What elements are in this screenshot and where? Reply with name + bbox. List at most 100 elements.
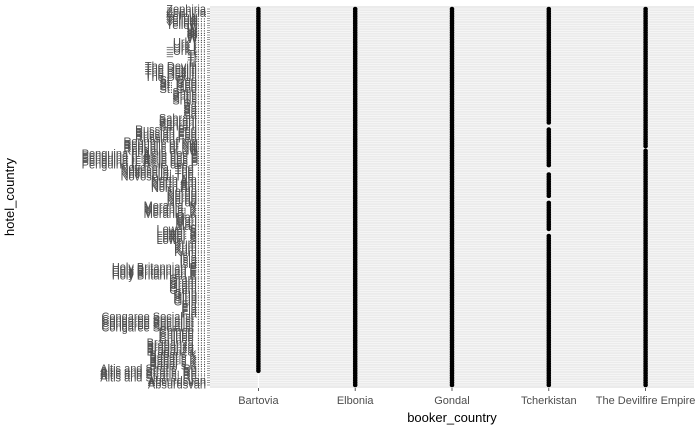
y-tick-label: Tr... bbox=[187, 48, 206, 60]
y-tick-label: Absurdsvan bbox=[148, 380, 206, 392]
y-tick-label: Mari... bbox=[175, 212, 206, 224]
y-tick-label: Gram... bbox=[169, 280, 206, 292]
y-tick-label: Fla... bbox=[182, 306, 206, 318]
y-tick-label: Novosella, The ... bbox=[121, 167, 206, 179]
y-tick-label: Fla... bbox=[182, 301, 206, 313]
y-tick-label: W... bbox=[187, 34, 206, 46]
x-axis-ticks bbox=[257, 388, 646, 391]
y-tick-label: Penguina (L'Ã©le des P... bbox=[82, 156, 206, 169]
y-tick-label: _Urk (... bbox=[166, 46, 206, 58]
y-tick-label: Penguina (L'Ã©le des P... bbox=[82, 159, 206, 172]
y-tick-label: Gram... bbox=[169, 285, 206, 297]
y-tick-label: Congaree Socialist ... bbox=[101, 318, 206, 330]
y-tick-label: Congaree Socialist ... bbox=[101, 320, 206, 332]
y-tick-label: Mari... bbox=[175, 221, 206, 233]
y-tick-label: Kum... bbox=[174, 242, 206, 254]
y-tick-label: Nerdo... bbox=[167, 190, 206, 202]
y-tick-label: Sa... bbox=[183, 108, 206, 120]
data-point bbox=[546, 162, 552, 168]
y-tick-label: Braganza ... bbox=[147, 339, 206, 351]
y-tick-label: Isla... bbox=[180, 252, 206, 264]
y-tick-label: Altis and Stratis, Re... bbox=[100, 372, 206, 384]
y-tick-label: Congaree Socialist ... bbox=[101, 323, 206, 335]
data-points bbox=[256, 6, 648, 388]
y-tick-label: St. Geo... bbox=[160, 84, 206, 96]
y-tick-label: Sa... bbox=[183, 100, 206, 112]
y-tick-label: Holy Britannian E... bbox=[112, 264, 206, 276]
y-tick-label: Fla... bbox=[182, 304, 206, 316]
y-tick-label: Russian Fed... bbox=[135, 129, 206, 141]
y-tick-label: Novosella, The ... bbox=[121, 169, 206, 181]
y-tick-label: Merania, K... bbox=[144, 202, 206, 214]
y-tick-label: Glub... bbox=[174, 297, 206, 309]
y-tick-label: Sahrani... bbox=[159, 122, 206, 134]
y-tick-label: Merania, K... bbox=[144, 200, 206, 212]
y-tick-label: Chinee ... bbox=[159, 330, 206, 342]
y-tick-label: Lower S... bbox=[156, 226, 206, 238]
y-tick-label: Nerdo... bbox=[167, 193, 206, 205]
y-tick-label: Babar's K... bbox=[149, 353, 206, 365]
y-tick-label: Zephiria bbox=[166, 6, 207, 18]
x-tick-label: The Devilfire Empire bbox=[596, 395, 696, 407]
y-tick-label: _Urk (... bbox=[166, 39, 206, 51]
y-tick-label: Penguina (L'Ã©le des P... bbox=[82, 147, 206, 160]
y-tick-label: Penguina (L'Ã©le des P... bbox=[82, 149, 206, 162]
y-tick-label: St. Geo... bbox=[160, 79, 206, 91]
y-tick-label: Shtis... bbox=[172, 93, 206, 105]
y-tick-label: Russian Fed... bbox=[135, 131, 206, 143]
y-tick-label: Chinee ... bbox=[159, 327, 206, 339]
data-point bbox=[643, 382, 648, 388]
x-tick-label: Elbonia bbox=[337, 395, 375, 407]
y-tick-label: Lower S... bbox=[156, 223, 206, 235]
y-tick-label: Braganza ... bbox=[147, 346, 206, 358]
data-point bbox=[256, 368, 261, 374]
data-point bbox=[546, 120, 552, 125]
y-tick-label: Sa... bbox=[183, 110, 206, 122]
y-tick-label: Mari... bbox=[175, 216, 206, 228]
y-tick-label: Shtis... bbox=[172, 86, 206, 98]
y-tick-label: Sa... bbox=[183, 98, 206, 110]
y-tick-label: Chinee ... bbox=[159, 325, 206, 337]
y-tick-label: Nerdo... bbox=[167, 195, 206, 207]
x-tick-label: Gondal bbox=[434, 395, 469, 407]
y-tick-label: Absurdsvan bbox=[148, 377, 206, 389]
y-tick-label: Lower S... bbox=[156, 231, 206, 243]
y-tick-label: Merania, K... bbox=[144, 207, 206, 219]
y-tick-label: Sahrani... bbox=[159, 112, 206, 124]
y-tick-label: Chinee ... bbox=[159, 335, 206, 347]
data-point bbox=[449, 382, 455, 388]
y-tick-label: Sa... bbox=[183, 103, 206, 115]
y-tick-label: Glub... bbox=[174, 287, 206, 299]
y-tick-label: Nerdo... bbox=[167, 186, 206, 198]
y-tick-label: Gram... bbox=[169, 275, 206, 287]
y-tick-label: Kum... bbox=[174, 247, 206, 259]
y-tick-label: Tr... bbox=[187, 58, 206, 70]
y-tick-label: Congaree Socialist ... bbox=[101, 316, 206, 328]
y-tick-label: Gram... bbox=[169, 278, 206, 290]
y-tick-label: St. Geo... bbox=[160, 77, 206, 89]
y-tick-label: Yellow... bbox=[166, 15, 206, 27]
y-tick-label: Congaree Socialist ... bbox=[101, 311, 206, 323]
y-tick-label: Merania, K... bbox=[144, 205, 206, 217]
y-tick-label: Glub... bbox=[174, 292, 206, 304]
y-tick-label: W... bbox=[187, 25, 206, 37]
y-tick-label: Republic of Nw... bbox=[123, 141, 206, 153]
y-tick-label: Congaree Socialist ... bbox=[101, 313, 206, 325]
y-tick-label: North Am... bbox=[151, 174, 206, 186]
y-tick-label: W... bbox=[187, 27, 206, 39]
y-tick-label: Republic of Nw... bbox=[123, 143, 206, 155]
y-tick-label: Zephiria bbox=[166, 8, 207, 20]
y-tick-label: North Am... bbox=[151, 183, 206, 195]
y-tick-label: Novosella, The ... bbox=[121, 162, 206, 174]
y-tick-label: Penguina (L'Ã©le des P... bbox=[82, 151, 206, 164]
y-tick-label: Mari... bbox=[175, 219, 206, 231]
y-tick-label: Lower S... bbox=[156, 233, 206, 245]
y-tick-label: Sa... bbox=[183, 105, 206, 117]
y-axis-title: hotel_country bbox=[2, 157, 17, 236]
y-tick-label: Yellow... bbox=[166, 13, 206, 25]
y-tick-label: Kum... bbox=[174, 240, 206, 252]
y-tick-label: Lower S... bbox=[156, 228, 206, 240]
y-tick-label: Glub... bbox=[174, 290, 206, 302]
y-tick-label: Lower S... bbox=[156, 235, 206, 247]
